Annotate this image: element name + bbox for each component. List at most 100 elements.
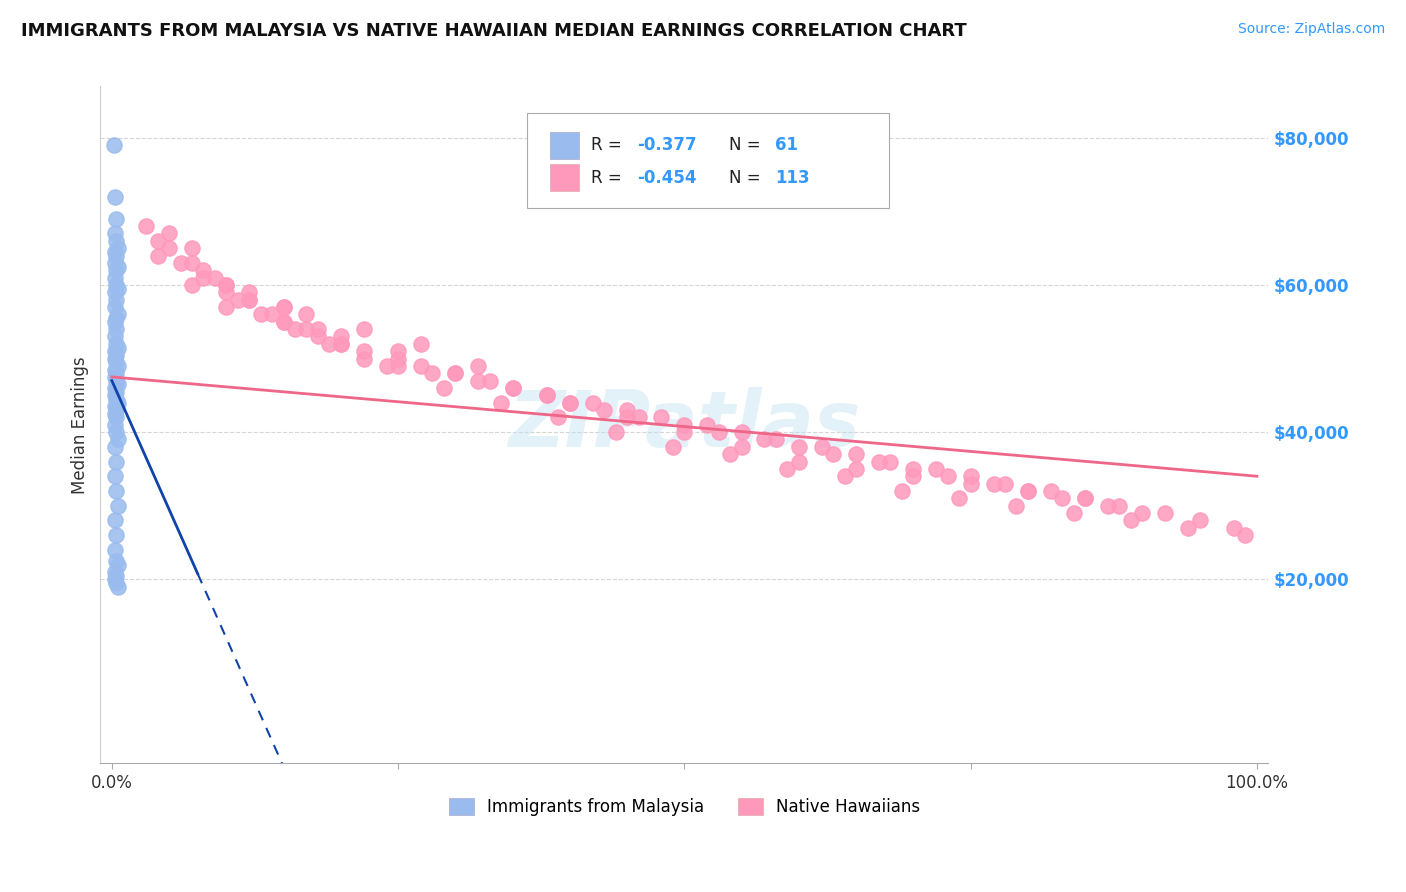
Point (834, 469, 856, 483)
Point (433, 381, 456, 395)
Point (558, 395, 581, 409)
Point (104, 285, 127, 300)
Point (765, 433, 787, 447)
Bar (550, 164, 579, 191)
Point (215, 300, 238, 314)
Point (787, 454, 810, 468)
Point (307, 329, 329, 343)
Point (105, 483, 128, 498)
Point (104, 227, 127, 241)
Point (105, 336, 128, 351)
Point (673, 417, 696, 432)
Point (754, 433, 776, 447)
Point (273, 315, 295, 329)
Point (823, 447, 845, 461)
Point (329, 336, 352, 351)
Point (696, 417, 718, 432)
Point (104, 440, 127, 454)
Point (107, 499, 129, 513)
Point (169, 256, 191, 270)
Point (249, 307, 271, 321)
Point (605, 425, 627, 439)
Point (104, 344, 127, 359)
Point (1177, 521, 1199, 535)
Point (650, 410, 672, 425)
Point (104, 400, 127, 414)
Point (936, 469, 959, 483)
Point (295, 322, 318, 336)
Point (994, 476, 1017, 491)
Point (193, 270, 215, 285)
Point (890, 483, 912, 498)
Point (627, 410, 650, 425)
Point (1223, 521, 1246, 535)
Point (104, 370, 127, 384)
Point (105, 366, 128, 380)
Point (146, 248, 169, 262)
Point (105, 322, 128, 336)
Point (107, 282, 129, 296)
Text: 61: 61 (776, 136, 799, 154)
Point (104, 381, 127, 395)
Point (1050, 491, 1073, 506)
Text: R =: R = (591, 136, 627, 154)
Point (1097, 499, 1119, 513)
Point (238, 293, 260, 307)
Point (903, 469, 925, 483)
Point (616, 410, 638, 425)
Text: R =: R = (591, 169, 627, 186)
Text: N =: N = (728, 169, 766, 186)
Point (730, 440, 752, 454)
Point (104, 244, 127, 259)
Point (215, 277, 238, 292)
Point (105, 234, 128, 248)
Point (157, 241, 180, 255)
Point (107, 395, 129, 409)
Point (489, 395, 512, 409)
Point (181, 256, 204, 270)
Point (730, 425, 752, 439)
Point (959, 469, 981, 483)
Point (959, 476, 981, 491)
Point (845, 462, 868, 476)
Point (353, 322, 375, 336)
Point (1017, 483, 1039, 498)
Point (547, 410, 569, 425)
Point (104, 542, 127, 557)
FancyBboxPatch shape (527, 113, 889, 208)
Point (1188, 513, 1211, 527)
Point (215, 285, 238, 300)
Point (104, 407, 127, 421)
Point (181, 277, 204, 292)
Point (879, 454, 901, 468)
Point (845, 447, 868, 461)
Point (948, 491, 970, 506)
Point (105, 384, 128, 399)
Point (536, 388, 558, 402)
Point (329, 329, 352, 343)
Y-axis label: Median Earnings: Median Earnings (72, 356, 89, 493)
Point (295, 307, 318, 321)
Point (104, 190, 127, 204)
Point (1108, 499, 1130, 513)
Point (353, 351, 375, 366)
Point (925, 462, 948, 476)
Point (273, 300, 295, 314)
Point (558, 395, 581, 409)
Text: -0.377: -0.377 (638, 136, 697, 154)
Point (181, 241, 204, 255)
Point (193, 263, 215, 277)
Point (409, 359, 432, 373)
Point (107, 377, 129, 392)
Point (1005, 499, 1028, 513)
Point (1063, 506, 1085, 520)
Point (105, 277, 128, 292)
Point (104, 256, 127, 270)
Point (104, 417, 127, 432)
Point (273, 300, 295, 314)
Point (444, 366, 467, 380)
Point (105, 528, 128, 542)
Text: ZIPatlas: ZIPatlas (508, 387, 860, 463)
Point (103, 138, 125, 153)
Point (105, 311, 128, 326)
